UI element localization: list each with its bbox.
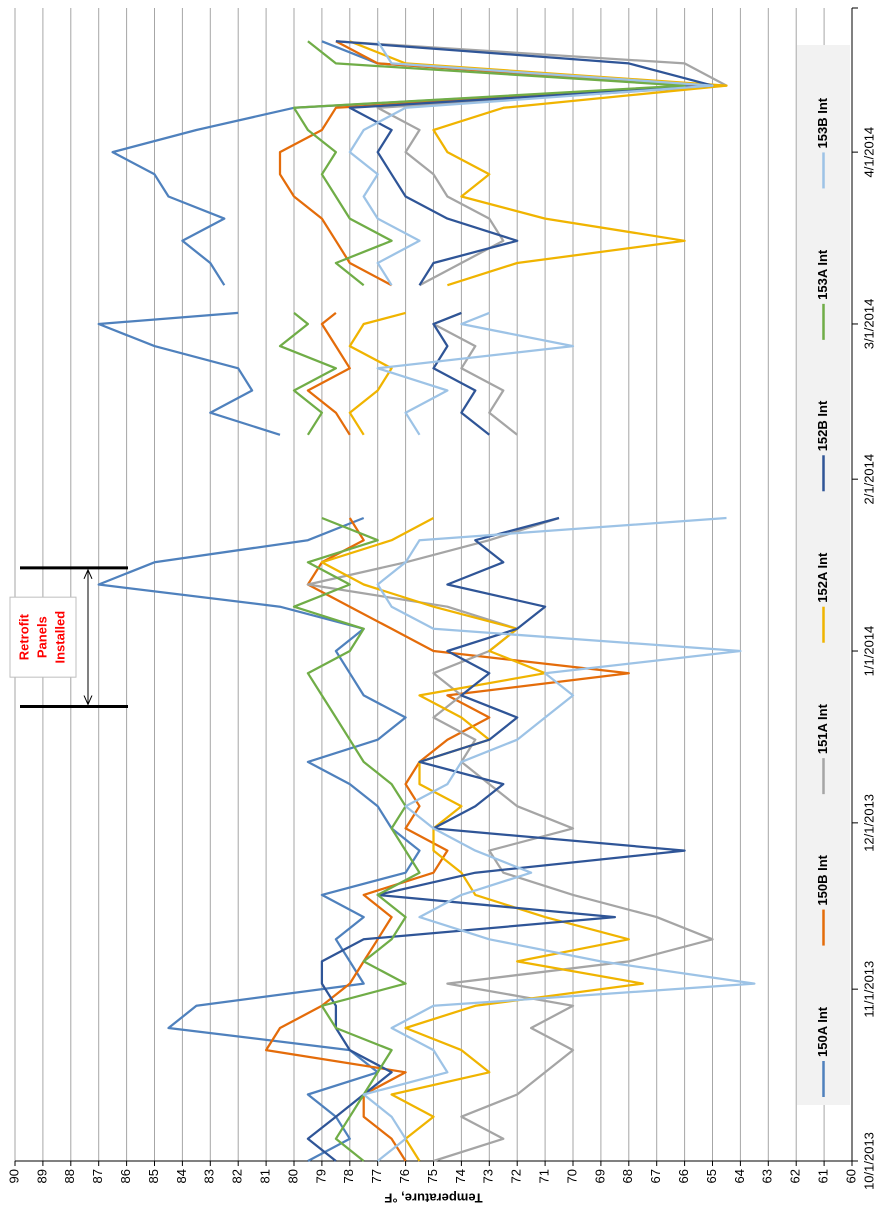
x-tick-label: 4/1/2014 — [861, 127, 876, 178]
legend-label: 150A Int — [815, 1006, 830, 1057]
x-tick-label: 2/1/2014 — [861, 454, 876, 505]
x-tick-label: 11/1/2013 — [861, 961, 876, 1018]
y-tick-label: 67 — [648, 1169, 663, 1183]
y-tick-label: 66 — [676, 1169, 691, 1183]
legend-label: 153B Int — [815, 97, 830, 148]
series-line — [278, 40, 686, 1162]
y-tick-label: 68 — [620, 1169, 635, 1183]
legend-label: 151A Int — [815, 703, 830, 754]
series-line — [306, 40, 714, 1162]
legend-label: 152A Int — [815, 552, 830, 603]
x-tick-label: 1/1/2014 — [861, 626, 876, 677]
legend-box — [797, 45, 850, 1105]
y-tick-label: 72 — [509, 1169, 524, 1183]
rotated-chart: 60 61 62 63 64 65 66 67 68 69 70 71 72 73 74 75 76 77 78 79… — [6, 7, 876, 1206]
y-tick-label: 85 — [146, 1169, 161, 1183]
y-tick-label: 83 — [202, 1169, 217, 1183]
y-tick-label: 63 — [760, 1169, 775, 1183]
y-tick-label: 65 — [704, 1169, 719, 1183]
y-axis-title: Temperature, °F — [384, 1191, 482, 1206]
y-tick-label: 60 — [843, 1169, 858, 1183]
annotation-text: Panels — [34, 616, 49, 658]
y-tick-label: 62 — [788, 1169, 803, 1183]
y-tick-label: 86 — [118, 1169, 133, 1183]
legend-label: 153A Int — [815, 249, 830, 300]
annotation-text: Retrofit — [16, 613, 31, 660]
y-tick-label: 61 — [816, 1169, 831, 1183]
x-tick-label: 10/1/2013 — [861, 1132, 876, 1190]
x-tick-label: 12/1/2013 — [861, 794, 876, 852]
y-tick-label: 84 — [174, 1169, 189, 1183]
y-tick-label: 89 — [34, 1169, 49, 1183]
y-tick-label: 81 — [258, 1169, 273, 1183]
legend-label: 152B Int — [815, 400, 830, 451]
y-tick-label: 87 — [90, 1169, 105, 1183]
y-tick-label: 70 — [564, 1169, 579, 1183]
y-tick-label: 73 — [481, 1169, 496, 1183]
y-tick-label: 77 — [369, 1169, 384, 1183]
y-tick-label: 90 — [6, 1169, 21, 1183]
annotation-text: Installed — [52, 611, 67, 664]
y-tick-label: 82 — [230, 1169, 245, 1183]
y-tick-label: 88 — [62, 1169, 77, 1183]
y-tick-label: 78 — [341, 1169, 356, 1183]
y-tick-label: 75 — [425, 1169, 440, 1183]
x-tick-label: 3/1/2014 — [861, 299, 876, 350]
y-tick-label: 80 — [285, 1169, 300, 1183]
y-tick-label: 76 — [397, 1169, 412, 1183]
y-tick-label: 64 — [732, 1169, 747, 1183]
y-tick-label: 74 — [453, 1169, 468, 1183]
y-tick-label: 71 — [537, 1169, 552, 1183]
series-line — [348, 40, 756, 1162]
y-tick-label: 79 — [313, 1169, 328, 1183]
legend-label: 150B Int — [815, 854, 830, 905]
y-tick-label: 69 — [592, 1169, 607, 1183]
annotation-box — [9, 596, 77, 678]
